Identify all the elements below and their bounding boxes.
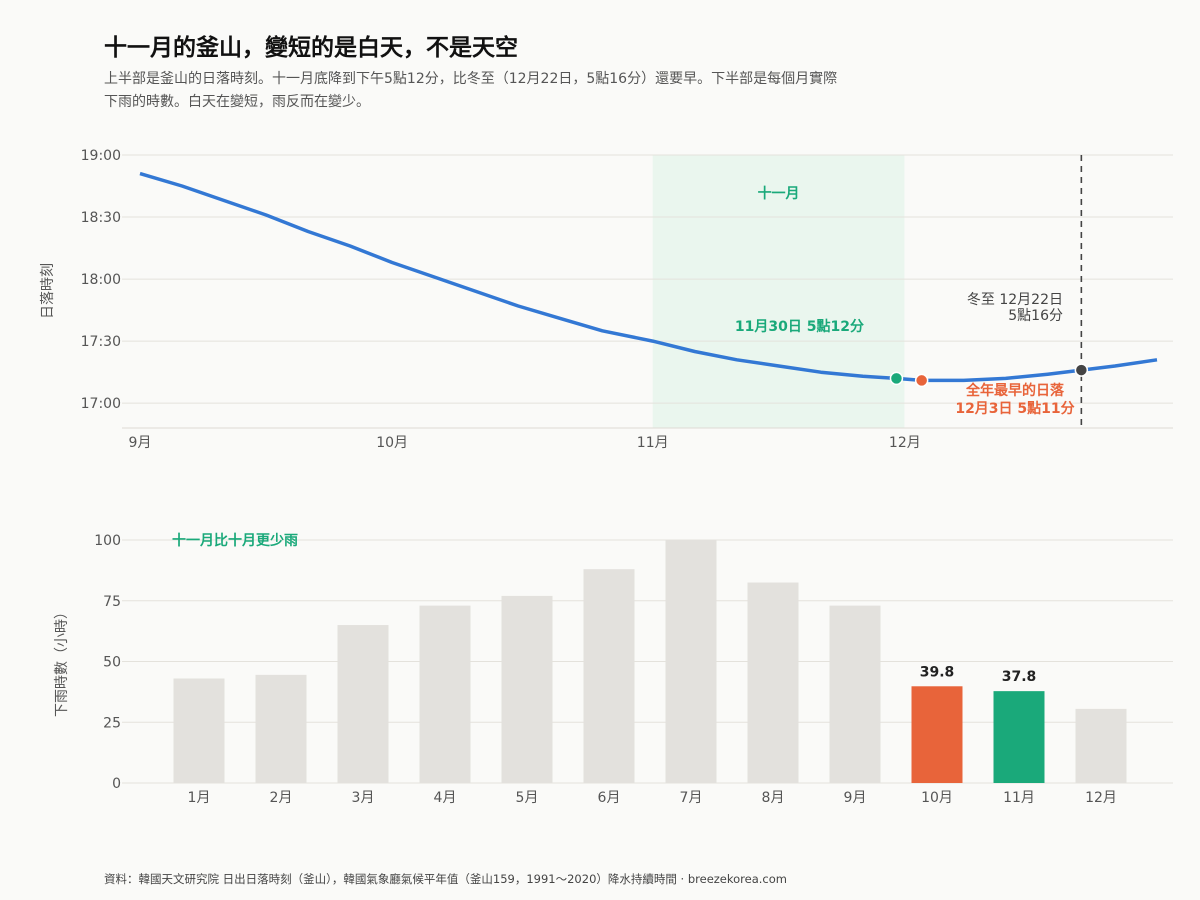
top-y-tick-label: 17:00 xyxy=(81,396,121,412)
bar-6月 xyxy=(583,569,635,783)
solstice-point xyxy=(1074,363,1089,377)
nov30-point xyxy=(889,371,904,386)
bottom-x-tick-label: 3月 xyxy=(352,790,375,806)
bar-4月 xyxy=(419,605,471,783)
bottom-x-tick-label: 2月 xyxy=(270,790,293,806)
top-y-tick-label: 18:30 xyxy=(81,210,121,226)
bottom-y-tick-label: 0 xyxy=(112,776,121,792)
top-x-tick-label: 12月 xyxy=(889,435,921,451)
top-x-tick-label: 11月 xyxy=(637,435,669,451)
bottom-x-tick-label: 9月 xyxy=(844,790,867,806)
bottom-y-axis-title: 下雨時數（小時） xyxy=(54,605,70,717)
bar-3月 xyxy=(337,625,389,783)
bottom-x-tick-label: 7月 xyxy=(680,790,703,806)
rain-annotation: 十一月比十月更少雨 xyxy=(172,532,298,549)
top-y-tick-label: 19:00 xyxy=(81,148,121,164)
sunset-time-line xyxy=(139,171,1158,383)
bottom-y-tick-label: 50 xyxy=(103,655,121,671)
bar-8月 xyxy=(747,582,799,783)
bottom-x-tick-label: 4月 xyxy=(434,790,457,806)
top-y-axis-title: 日落時刻 xyxy=(40,263,56,319)
bar-1月 xyxy=(173,678,225,783)
bottom-x-tick-label: 5月 xyxy=(516,790,539,806)
bottom-x-tick-label: 1月 xyxy=(188,790,211,806)
bottom-x-tick-label: 11月 xyxy=(1003,790,1035,806)
bar-data-label: 37.8 xyxy=(1002,669,1037,685)
november-shaded-region xyxy=(652,155,905,428)
bar-data-label: 39.8 xyxy=(920,664,955,680)
bottom-x-tick-label: 8月 xyxy=(762,790,785,806)
subtitle-line-1: 上半部是釜山的日落時刻。十一月底降到下午5點12分，比冬至（12月22日，5點1… xyxy=(104,71,838,87)
solstice-annotation-line1: 冬至 12月22日 xyxy=(967,292,1063,308)
bottom-y-tick-label: 75 xyxy=(103,594,121,610)
top-x-tick-label: 9月 xyxy=(129,435,152,451)
dec3-annotation-line2: 12月3日 5點11分 xyxy=(955,400,1074,417)
source-note: 資料：韓國天文研究院 日出日落時刻（釜山），韓國氣象廳氣候平年值（釜山159，1… xyxy=(104,872,787,886)
chart-subtitle: 上半部是釜山的日落時刻。十一月底降到下午5點12分，比冬至（12月22日，5點1… xyxy=(104,68,944,114)
solstice-annotation-line2: 5點16分 xyxy=(1008,308,1063,324)
bottom-x-tick-label: 6月 xyxy=(598,790,621,806)
november-region-label: 十一月 xyxy=(758,185,800,202)
bar-7月 xyxy=(665,540,717,783)
bottom-x-tick-label: 12月 xyxy=(1085,790,1117,806)
top-y-tick-label: 17:30 xyxy=(81,334,121,350)
bottom-y-tick-label: 25 xyxy=(103,715,121,731)
dec3-annotation-line1: 全年最早的日落 xyxy=(965,382,1065,399)
bar-9月 xyxy=(829,605,881,783)
dec3-earliest-point xyxy=(914,373,929,388)
bar-11月 xyxy=(993,691,1045,783)
bar-12月 xyxy=(1075,708,1127,783)
bottom-y-tick-label: 100 xyxy=(94,533,121,549)
chart-title: 十一月的釜山，變短的是白天，不是天空 xyxy=(104,35,518,61)
subtitle-line-2: 下雨的時數。白天在變短，雨反而在變少。 xyxy=(104,94,370,110)
top-y-tick-label: 18:00 xyxy=(81,272,121,288)
bar-10月 xyxy=(911,686,963,783)
nov30-annotation: 11月30日 5點12分 xyxy=(735,318,864,335)
bar-2月 xyxy=(255,674,307,783)
top-x-tick-label: 10月 xyxy=(376,435,408,451)
bar-5月 xyxy=(501,595,553,783)
bottom-x-tick-label: 10月 xyxy=(921,790,953,806)
